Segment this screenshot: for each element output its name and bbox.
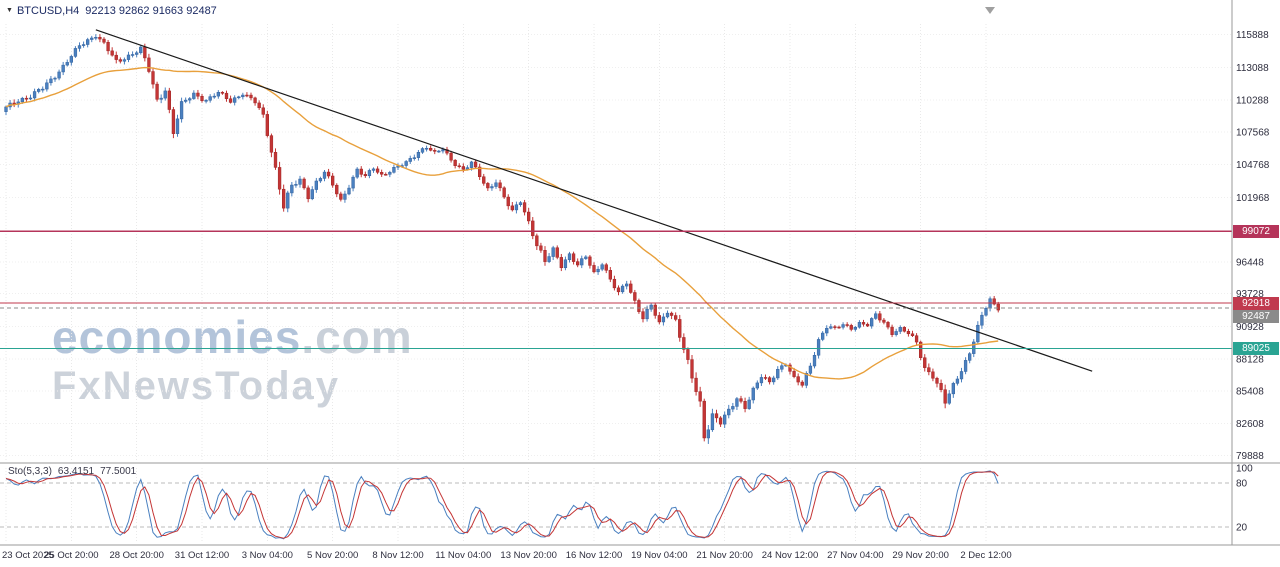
- svg-text:80: 80: [1236, 478, 1248, 489]
- svg-text:8 Nov 12:00: 8 Nov 12:00: [372, 550, 423, 561]
- svg-text:13 Nov 20:00: 13 Nov 20:00: [500, 550, 557, 561]
- watermark-subbrand: FxNewsToday: [52, 364, 340, 408]
- svg-text:90928: 90928: [1236, 322, 1264, 333]
- indicator-label: Sto(5,3,3) 63.4151 77.5001: [8, 466, 142, 477]
- watermark: economies.com FxNewsToday: [52, 314, 413, 406]
- svg-text:25 Oct 20:00: 25 Oct 20:00: [44, 550, 98, 561]
- moving-average-line: [5, 66, 999, 380]
- svg-text:31 Oct 12:00: 31 Oct 12:00: [175, 550, 229, 561]
- indicator-name: Sto(5,3,3): [8, 466, 52, 477]
- svg-text:16 Nov 12:00: 16 Nov 12:00: [566, 550, 623, 561]
- svg-text:110288: 110288: [1236, 96, 1269, 107]
- svg-text:28 Oct 20:00: 28 Oct 20:00: [109, 550, 163, 561]
- watermark-domain: .com: [301, 311, 413, 363]
- descending-trendline[interactable]: [95, 29, 1093, 372]
- svg-text:107568: 107568: [1236, 127, 1270, 138]
- watermark-line1: economies.com: [52, 314, 413, 360]
- svg-text:24 Nov 12:00: 24 Nov 12:00: [762, 550, 819, 561]
- svg-text:27 Nov 04:00: 27 Nov 04:00: [827, 550, 884, 561]
- grid: [0, 24, 1232, 542]
- indicator-value-k: 63.4151: [57, 466, 95, 477]
- svg-text:96448: 96448: [1236, 257, 1264, 268]
- svg-text:100: 100: [1236, 464, 1253, 475]
- watermark-brand: economies: [52, 311, 302, 363]
- price-axis[interactable]: 115888 113088 110288 107568 104768 101968 9644…: [2, 30, 1270, 561]
- svg-text:19 Nov 04:00: 19 Nov 04:00: [631, 550, 688, 561]
- svg-text:21 Nov 20:00: 21 Nov 20:00: [696, 550, 753, 561]
- symbol-dropdown-icon: ▼: [6, 7, 13, 14]
- chart-shift-marker: [985, 7, 995, 14]
- svg-text:85408: 85408: [1236, 386, 1264, 397]
- price-badge-99072: 99072: [1233, 224, 1279, 238]
- svg-text:11 Nov 04:00: 11 Nov 04:00: [435, 550, 491, 561]
- svg-text:2 Dec 12:00: 2 Dec 12:00: [960, 550, 1011, 561]
- svg-text:79888: 79888: [1236, 451, 1264, 462]
- svg-text:29 Nov 20:00: 29 Nov 20:00: [892, 550, 949, 561]
- price-badge-89025: 89025: [1233, 342, 1279, 356]
- svg-text:82608: 82608: [1236, 419, 1264, 430]
- stochastic-k-line: [5, 470, 999, 540]
- stochastic-pane: [0, 470, 1232, 540]
- svg-text:88128: 88128: [1236, 355, 1264, 366]
- price-badge-92918: 92918: [1233, 296, 1279, 310]
- price-badge-92487: 92487: [1233, 309, 1279, 323]
- svg-text:113088: 113088: [1236, 63, 1269, 74]
- svg-text:20: 20: [1236, 523, 1248, 534]
- symbol-period-label: BTCUSD,H4: [16, 5, 80, 17]
- pane-separators: [0, 0, 1280, 546]
- chart-header: ▼ BTCUSD,H4 92213 92862 91663 92487: [6, 5, 217, 17]
- svg-text:23 Oct 2025: 23 Oct 2025: [2, 550, 54, 561]
- svg-text:101968: 101968: [1236, 193, 1270, 204]
- ohlc-values: 92213 92862 91663 92487: [85, 5, 217, 17]
- stochastic-d-line: [5, 471, 999, 539]
- svg-text:104768: 104768: [1236, 160, 1270, 171]
- candles: [4, 34, 1000, 444]
- overlays: [0, 29, 1232, 380]
- svg-text:115888: 115888: [1236, 30, 1269, 41]
- indicator-value-d: 77.5001: [100, 466, 137, 477]
- svg-text:3 Nov 04:00: 3 Nov 04:00: [242, 550, 293, 561]
- svg-text:5 Nov 20:00: 5 Nov 20:00: [307, 550, 358, 561]
- svg-text:93728: 93728: [1236, 289, 1264, 300]
